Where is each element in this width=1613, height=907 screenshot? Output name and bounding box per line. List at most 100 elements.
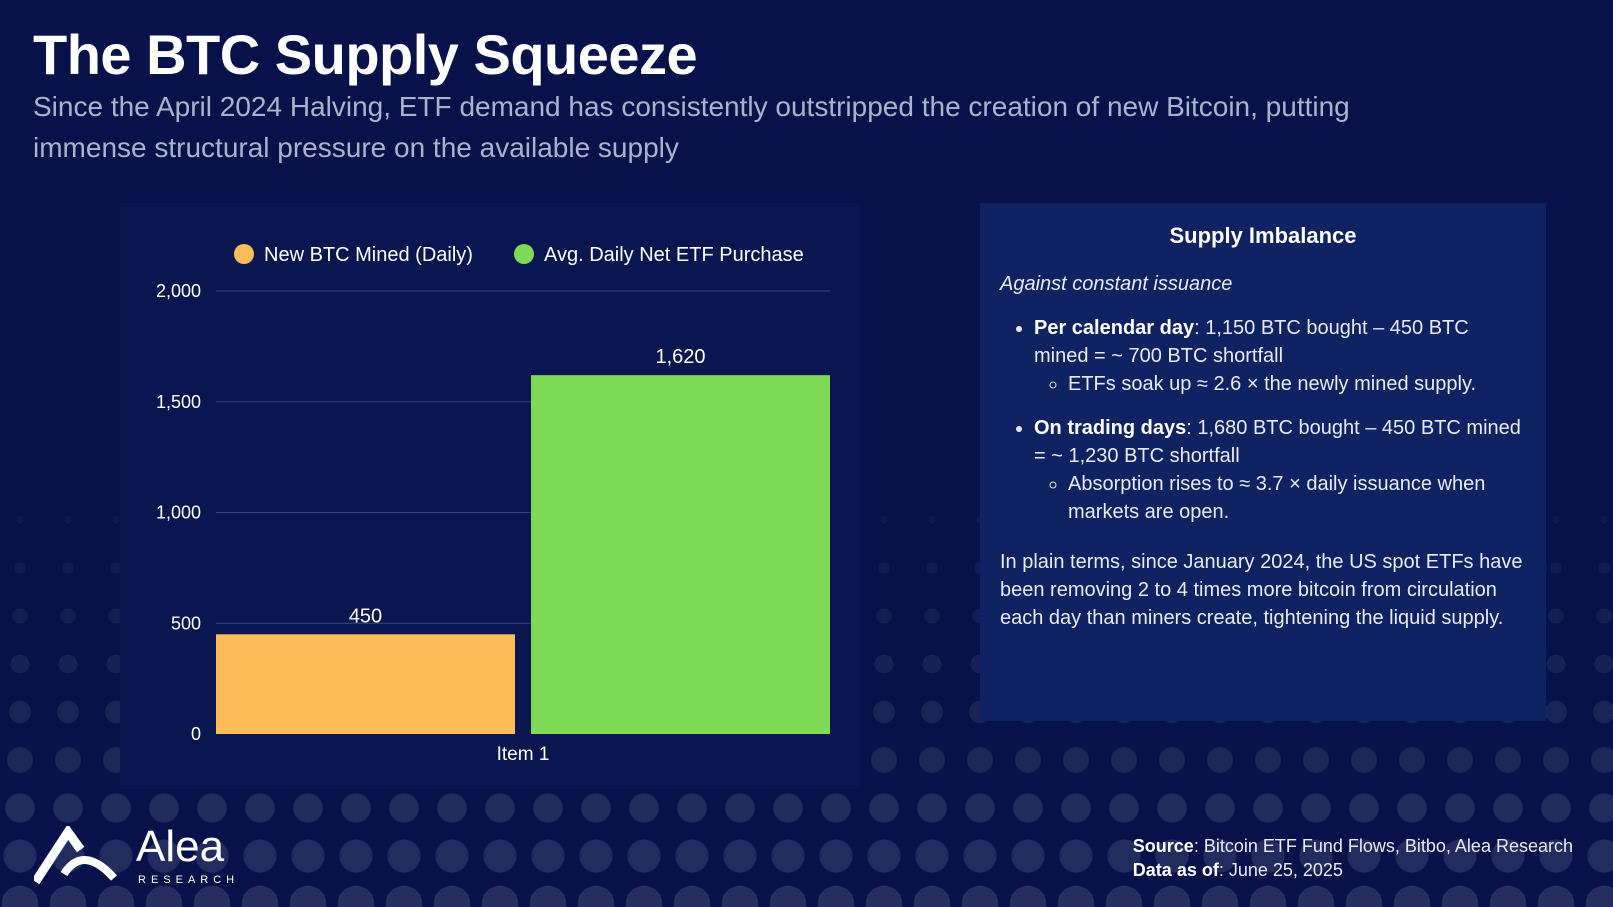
bg-dot [1596,608,1612,624]
bg-dot [1349,793,1379,823]
bg-dot [58,654,78,674]
bg-dot [1153,885,1191,907]
bg-dot [880,516,888,524]
bg-dot [1253,793,1283,823]
bg-dot [481,885,519,907]
bg-dot [1491,839,1525,873]
bg-dot [1201,885,1239,907]
bg-dot [1059,839,1093,873]
bg-dot [769,885,807,907]
bg-dot [922,654,942,674]
bg-dot [293,793,323,823]
info-summary: In plain terms, since January 2024, the … [1000,551,1523,629]
bg-dot [1548,608,1564,624]
bg-dot [62,562,74,574]
bg-dot [1397,793,1427,823]
bg-dot [291,839,325,873]
bg-dot [967,747,993,773]
bg-dot [1443,839,1477,873]
supply-imbalance-panel: Supply Imbalance Against constant issuan… [980,203,1546,721]
bg-dot [1299,839,1333,873]
bg-dot [1061,793,1091,823]
bg-dot [197,793,227,823]
bg-dot [60,608,76,624]
bg-dot [915,839,949,873]
bg-dot [49,885,87,907]
bg-dot [1395,839,1429,873]
bg-dot [1592,700,1613,724]
bg-dot [965,793,995,823]
bg-dot [917,793,947,823]
bg-dot [1546,654,1566,674]
bg-dot [10,654,30,674]
bg-dot [872,700,896,724]
bg-dot [1301,793,1331,823]
page-title: The BTC Supply Squeeze [33,23,698,86]
bg-dot [1303,747,1329,773]
bg-dot [1013,793,1043,823]
bg-dot [195,839,229,873]
date-label: Data as of [1132,860,1219,880]
bg-dot [771,839,805,873]
bg-dot [1345,885,1383,907]
bg-dot [871,747,897,773]
bg-dot [1105,885,1143,907]
bg-dot [1297,885,1335,907]
bg-dot [16,516,24,524]
bullet-calendar-day-text: : 1,150 BTC bought – 450 BTC mined = ~ 7… [1034,317,1469,367]
bg-dot [869,793,899,823]
bg-dot [483,839,517,873]
bar-value-label: 1,620 [655,346,705,368]
bg-dot [913,885,951,907]
bg-dot [387,839,421,873]
bg-dot [108,608,124,624]
bg-dot [1255,747,1281,773]
legend-label: Avg. Daily Net ETF Purchase [544,244,804,266]
bg-dot [193,885,231,907]
source-line: Source: Bitcoin ETF Fund Flows, Bitbo, A… [1133,834,1573,858]
bg-dot [878,562,890,574]
info-bullet-list: Per calendar day: 1,150 BTC bought – 450… [1000,314,1526,526]
source-label: Source [1132,836,1194,856]
page-subtitle: Since the April 2024 Halving, ETF demand… [33,91,1350,163]
bg-dot [529,885,567,907]
bullet-calendar-day-label: Per calendar day [1034,317,1195,339]
bg-dot [928,516,936,524]
bg-dot [1107,839,1141,873]
bar-1 [531,375,830,734]
y-tick-label: 0 [191,724,201,744]
bg-dot [1543,747,1569,773]
bg-dot [721,885,759,907]
bg-dot [1155,839,1189,873]
bg-dot [8,700,32,724]
bar-value-label: 450 [349,605,382,627]
bg-dot [337,885,375,907]
bg-dot [1393,885,1431,907]
bg-dot [819,839,853,873]
bg-dot [1057,885,1095,907]
bg-dot [919,747,945,773]
bg-dot [1157,793,1187,823]
bg-dot [577,885,615,907]
bar-0 [216,634,515,734]
bg-dot [433,885,471,907]
bg-dot [874,654,894,674]
source-text: : Bitcoin ETF Fund Flows, Bitbo, Alea Re… [1193,836,1573,856]
bg-dot [112,516,120,524]
bg-dot [625,885,663,907]
bg-dot [773,793,803,823]
bg-dot [110,562,122,574]
chart-panel: 0 500 1,000 1,500 2,000 450 1,620 Item 1 New BTC… [120,203,860,789]
source-footer: Source: Bitcoin ETF Fund Flows, Bitbo, A… [1133,834,1573,882]
bg-dot [629,793,659,823]
bg-dot [243,839,277,873]
legend-marker [514,244,534,264]
bg-dot [581,793,611,823]
bg-dot [1587,839,1613,873]
bg-dot [1594,654,1613,674]
bg-dot [245,793,275,823]
bg-dot [389,793,419,823]
bg-dot [1541,793,1571,823]
bg-dot [147,839,181,873]
bg-dot [55,747,81,773]
